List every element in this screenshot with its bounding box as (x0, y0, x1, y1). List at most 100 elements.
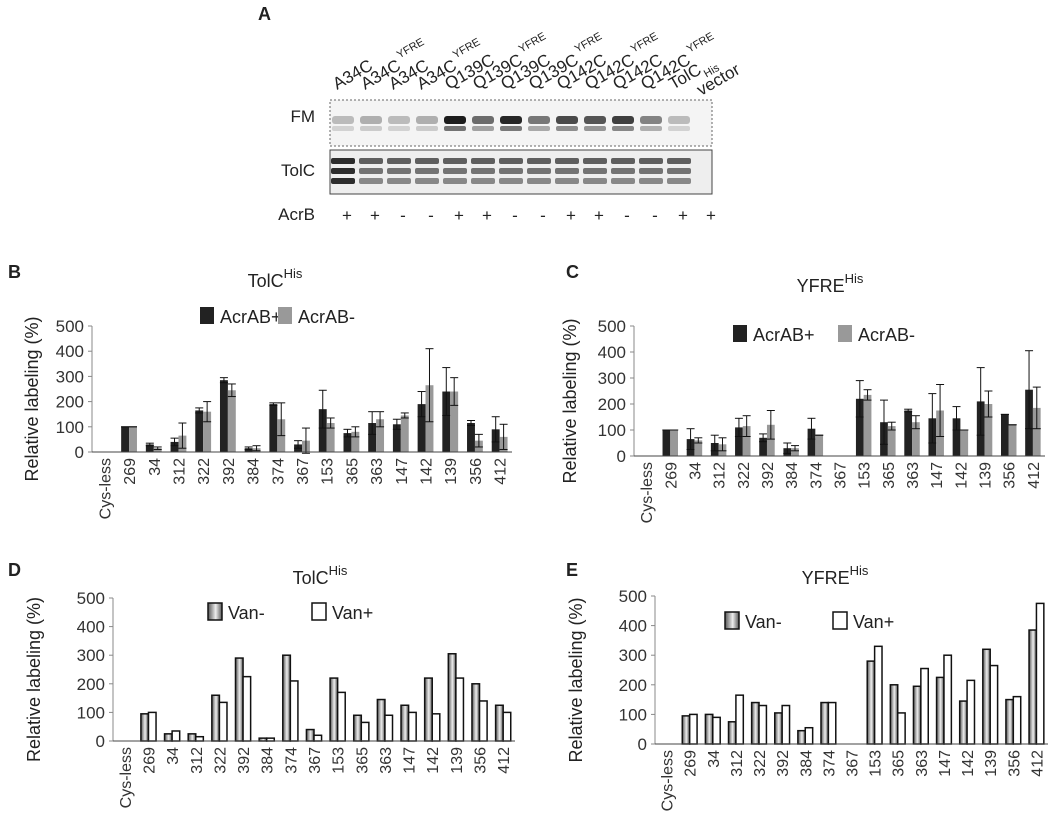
band (471, 168, 495, 174)
bar (866, 660, 876, 745)
error-bar (203, 401, 212, 423)
legend-label: AcrAB+ (220, 307, 282, 327)
error-bar (376, 411, 385, 428)
error-bar (368, 411, 377, 435)
bar (688, 713, 698, 745)
acrb-sign: - (540, 206, 546, 225)
y-tick-label: 200 (619, 676, 647, 695)
x-tick-label: 147 (929, 462, 946, 489)
acrb-sign: - (652, 206, 658, 225)
bar (305, 728, 315, 742)
y-tick-label: 100 (77, 703, 105, 722)
legend-label: AcrAB- (858, 325, 915, 345)
error-bar (425, 348, 434, 423)
x-tick-label: 365 (354, 747, 371, 774)
x-tick-label: 363 (378, 747, 395, 774)
error-bar (343, 428, 352, 438)
band (500, 116, 522, 124)
panel-label: D (8, 560, 21, 580)
band (499, 158, 523, 164)
bar (282, 654, 292, 742)
band (444, 116, 466, 124)
error-bar (984, 390, 993, 418)
bar (807, 428, 816, 456)
error-bar (301, 427, 310, 454)
x-tick-label: 367 (295, 458, 312, 485)
y-tick-label: 100 (598, 421, 626, 440)
x-tick-label: 374 (270, 458, 287, 485)
y-axis-label: Relative labeling (%) (24, 597, 44, 762)
error-bar (252, 445, 261, 452)
bar (368, 423, 377, 452)
panel-label: B (8, 262, 21, 282)
x-tick-label: 139 (978, 462, 995, 489)
bar (502, 711, 512, 742)
error-bar (976, 367, 985, 436)
bar (766, 424, 775, 456)
band (555, 158, 579, 164)
bar (855, 398, 864, 456)
bar (170, 441, 179, 452)
x-tick-label: 392 (236, 747, 253, 774)
band (415, 168, 439, 174)
band (499, 178, 523, 184)
bar (140, 713, 150, 742)
band (331, 158, 355, 164)
x-tick-label: 269 (683, 750, 700, 777)
error-bar (417, 391, 426, 418)
error-bar (400, 412, 409, 419)
error-bar (904, 408, 913, 413)
bar (727, 721, 737, 745)
bar (407, 711, 417, 742)
band (527, 168, 551, 174)
band (415, 158, 439, 164)
error-bar (710, 434, 719, 452)
bar (815, 435, 824, 456)
band (359, 158, 383, 164)
bar (360, 721, 370, 742)
bar (219, 380, 228, 452)
band (527, 178, 551, 184)
bar (195, 735, 205, 742)
band (555, 168, 579, 174)
x-tick-label: 367 (845, 750, 862, 777)
y-tick-label: 400 (77, 618, 105, 637)
x-tick-label: 374 (283, 747, 300, 774)
title-sup: His (845, 271, 864, 286)
x-tick-label: 312 (189, 747, 206, 774)
error-bar (791, 445, 800, 452)
y-tick-label: 500 (619, 587, 647, 606)
error-bar (734, 417, 743, 437)
x-tick-label: 142 (419, 458, 436, 485)
acrb-sign: + (594, 206, 604, 225)
legend-swatch (733, 325, 747, 342)
bar (467, 423, 475, 452)
x-tick-label: 356 (1006, 750, 1023, 777)
bar (336, 691, 346, 742)
bar (989, 664, 999, 745)
bar (896, 712, 906, 745)
y-tick-label: 200 (56, 393, 84, 412)
bar (742, 426, 751, 456)
band (611, 178, 635, 184)
bar (750, 701, 760, 745)
bar (313, 734, 323, 742)
bar (423, 677, 433, 742)
y-axis-label: Relative labeling (%) (560, 318, 580, 483)
acrb-sign: + (566, 206, 576, 225)
bar (920, 667, 930, 745)
x-tick-label: 322 (212, 747, 229, 774)
title-main: YFRE (797, 276, 845, 296)
bar (887, 426, 896, 456)
band (360, 126, 382, 131)
legend-label: AcrAB+ (753, 325, 815, 345)
bar (670, 430, 679, 456)
bar (1000, 414, 1009, 456)
x-tick-label: 384 (784, 462, 801, 489)
band (667, 178, 691, 184)
bar (351, 431, 360, 452)
y-tick-label: 100 (619, 705, 647, 724)
y-tick-label: 0 (638, 735, 647, 754)
x-tick-label: 153 (868, 750, 885, 777)
x-tick-label: 153 (320, 458, 337, 485)
